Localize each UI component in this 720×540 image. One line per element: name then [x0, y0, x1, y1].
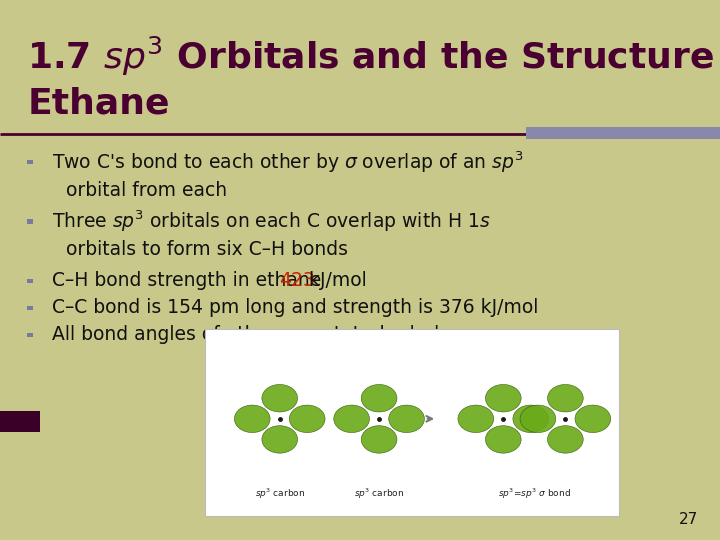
Bar	[27, 160, 33, 164]
Ellipse shape	[458, 405, 494, 433]
Ellipse shape	[485, 384, 521, 412]
Bar	[27, 306, 33, 310]
Bar	[27, 333, 33, 337]
Text: orbitals to form six C–H bonds: orbitals to form six C–H bonds	[66, 240, 348, 259]
Ellipse shape	[547, 426, 583, 453]
Bar	[27, 219, 33, 224]
Bar	[27, 279, 33, 283]
Ellipse shape	[262, 426, 297, 453]
Ellipse shape	[389, 405, 424, 433]
Text: C–H bond strength in ethane: C–H bond strength in ethane	[52, 271, 327, 291]
Text: 27: 27	[679, 511, 698, 526]
Text: 1.7 $\it{sp}^{3}$ Orbitals and the Structure of: 1.7 $\it{sp}^{3}$ Orbitals and the Struc…	[27, 35, 720, 78]
Ellipse shape	[547, 384, 583, 412]
Ellipse shape	[262, 384, 297, 412]
Text: $sp^3$ carbon: $sp^3$ carbon	[354, 486, 404, 501]
Text: Three $\it{sp}^{3}$ orbitals on each C overlap with H 1$\it{s}$: Three $\it{sp}^{3}$ orbitals on each C o…	[52, 208, 490, 234]
Bar	[526, 127, 720, 139]
Ellipse shape	[485, 426, 521, 453]
Ellipse shape	[520, 405, 556, 433]
Ellipse shape	[361, 426, 397, 453]
Text: All bond angles of ethane are tetrahedral: All bond angles of ethane are tetrahedra…	[52, 325, 439, 345]
Text: $sp^3$=$sp^3$ $\sigma$ bond: $sp^3$=$sp^3$ $\sigma$ bond	[498, 486, 571, 501]
Ellipse shape	[289, 405, 325, 433]
Ellipse shape	[334, 405, 369, 433]
Text: kJ/mol: kJ/mol	[303, 271, 366, 291]
Bar	[0, 411, 40, 432]
Text: 423: 423	[279, 271, 315, 291]
Text: Ethane: Ethane	[27, 87, 170, 120]
Text: orbital from each: orbital from each	[66, 180, 228, 200]
Ellipse shape	[575, 405, 611, 433]
Text: Two C's bond to each other by $\sigma$ overlap of an $\it{sp}^{3}$: Two C's bond to each other by $\sigma$ o…	[52, 149, 523, 175]
Ellipse shape	[513, 405, 549, 433]
Text: C–C bond is 154 pm long and strength is 376 kJ/mol: C–C bond is 154 pm long and strength is …	[52, 298, 539, 318]
Ellipse shape	[361, 384, 397, 412]
Text: $sp^3$ carbon: $sp^3$ carbon	[255, 486, 305, 501]
Ellipse shape	[235, 405, 270, 433]
Bar	[205, 329, 619, 516]
